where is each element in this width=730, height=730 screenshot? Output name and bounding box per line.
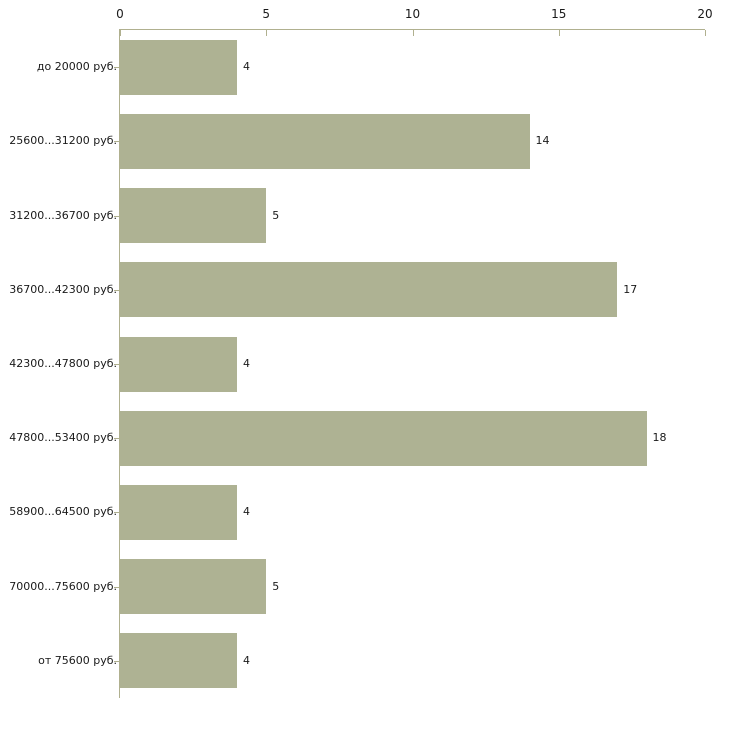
bar	[120, 559, 267, 615]
category-label: 31200...36700 руб.	[9, 208, 117, 222]
bar	[120, 484, 237, 540]
y-axis-tick	[114, 216, 120, 217]
category-label: 25600...31200 руб.	[9, 134, 117, 148]
category-label: 47800...53400 руб.	[9, 431, 117, 445]
category-label: 58900...64500 руб.	[9, 505, 117, 519]
y-axis-tick	[114, 661, 120, 662]
bar-value-label: 4	[243, 505, 250, 519]
x-axis-tick-label: 0	[116, 7, 124, 21]
category-label: 70000...75600 руб.	[9, 579, 117, 593]
x-axis-tick	[266, 30, 268, 36]
y-axis-tick	[114, 290, 120, 291]
bar	[120, 633, 237, 689]
bar-value-label: 14	[535, 134, 550, 148]
y-axis-tick	[114, 364, 120, 365]
y-axis-tick	[114, 587, 120, 588]
bar	[120, 39, 237, 95]
bar-value-label: 5	[272, 208, 280, 222]
x-axis-tick-label: 15	[551, 7, 567, 21]
x-axis-tick	[120, 30, 121, 36]
y-axis-tick	[114, 141, 120, 142]
x-axis-tick-label: 5	[262, 7, 271, 21]
y-axis-line	[119, 29, 120, 698]
x-axis-tick-label: 10	[404, 7, 421, 21]
bar-value-label: 4	[243, 653, 250, 667]
category-label: 36700...42300 руб.	[9, 282, 117, 296]
category-label: 42300...47800 руб.	[9, 357, 117, 370]
bar-value-label: 4	[243, 357, 250, 370]
bar-value-label: 18	[652, 431, 667, 445]
x-axis-line	[120, 29, 705, 30]
x-axis-tick-label: 20	[697, 7, 713, 21]
y-axis-tick	[114, 512, 120, 513]
bar	[120, 410, 647, 466]
bar-value-label: 5	[272, 579, 280, 593]
x-axis-tick	[705, 30, 706, 36]
bar-value-label: 4	[243, 60, 250, 74]
y-axis-tick	[114, 67, 120, 68]
category-label: от 75600 руб.	[38, 653, 117, 667]
x-axis-tick	[412, 30, 414, 36]
x-axis-tick	[558, 30, 560, 36]
category-label: до 20000 руб.	[36, 60, 117, 74]
bar	[120, 262, 618, 318]
y-axis-tick	[114, 438, 120, 439]
bar	[120, 113, 530, 169]
bar	[120, 336, 237, 392]
bar	[120, 188, 267, 244]
bar-value-label: 17	[623, 282, 638, 296]
